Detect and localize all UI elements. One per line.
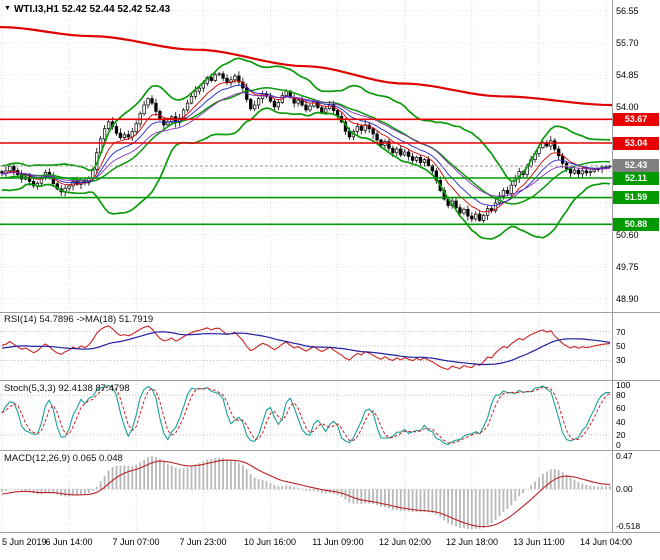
- rsi-axis-label: 50: [616, 341, 626, 351]
- candles-layer: [0, 71, 612, 223]
- rsi-line: [1, 325, 611, 371]
- bollinger-lower-line: [1, 107, 611, 240]
- price-level-badge: 52.11: [613, 172, 659, 185]
- price-level-badge: 51.59: [613, 191, 659, 204]
- price-axis-label: 50.60: [616, 230, 639, 240]
- grid-layer: [0, 0, 612, 532]
- stoch-axis-label: 100: [616, 380, 631, 390]
- macd-signal-line: [1, 459, 611, 528]
- bollinger-middle-line: [1, 86, 611, 205]
- pane-separators: [0, 0, 660, 533]
- symbol-ohlc-label: WTI.I3,H1 52.42 52.44 52.42 52.43: [13, 4, 171, 15]
- rsi-axis-label: 30: [616, 355, 626, 365]
- macd-axis-label: 0.47: [616, 451, 633, 461]
- price-level-badge: 53.67: [613, 113, 659, 126]
- price-axis-label: 49.75: [616, 262, 639, 272]
- overlay-indicators-layer: [0, 26, 612, 240]
- fast-ma-line: [1, 80, 611, 213]
- price-axis[interactable]: 56.55 55.70 54.85 54.00 50.60 49.75 48.90 53.67…: [612, 0, 660, 532]
- price-axis-label: 48.90: [616, 294, 639, 304]
- fast-ma-line: [1, 92, 611, 197]
- current-price-badge: 52.43: [613, 159, 659, 172]
- stoch-k-line: [1, 384, 611, 446]
- rsi-ma-line: [1, 331, 611, 366]
- price-axis-label: 54.85: [616, 70, 639, 80]
- stoch-axis-label: 20: [616, 430, 626, 440]
- stoch-axis-label: 40: [616, 417, 626, 427]
- macd-layer: [0, 456, 612, 530]
- price-level-badge: 53.04: [613, 137, 659, 150]
- fast-ma-line: [1, 84, 611, 207]
- price-axis-label: 54.00: [616, 102, 639, 112]
- time-axis[interactable]: 5 Jun 2019 6 Jun 14:00 7 Jun 07:00 7 Jun 23…: [0, 532, 660, 560]
- time-axis-label: 5 Jun 2019: [2, 537, 47, 547]
- levels-layer: [0, 118, 612, 226]
- time-axis-label: 10 Jun 16:00: [243, 537, 297, 547]
- time-axis-label: 7 Jun 07:00: [112, 537, 160, 547]
- stoch-axis-label: 60: [616, 403, 626, 413]
- price-axis-label: 55.70: [616, 38, 639, 48]
- time-axis-label: 7 Jun 23:00: [179, 537, 227, 547]
- stoch-axis-label: 0: [616, 440, 621, 450]
- macd-axis-label: 0.00: [616, 484, 633, 494]
- time-axis-label: 11 Jun 09:00: [312, 537, 364, 547]
- symbol-title-bar[interactable]: ▼ WTI.I3,H1 52.42 52.44 52.42 52.43: [4, 4, 170, 15]
- trend-ma-line: [0, 26, 612, 107]
- time-axis-label: 13 Jun 11:00: [513, 537, 565, 547]
- rsi-layer: [0, 325, 612, 371]
- price-axis-label: 56.55: [616, 6, 639, 16]
- rsi-axis-label: 70: [616, 327, 626, 337]
- stoch-axis-label: 80: [616, 390, 626, 400]
- chart-dropdown-icon[interactable]: ▼: [4, 5, 11, 12]
- stoch-layer: [0, 384, 612, 446]
- stoch-d-line: [1, 386, 611, 444]
- time-axis-label: 12 Jun 18:00: [445, 537, 499, 547]
- macd-axis-label: -0.518: [616, 521, 641, 531]
- time-axis-label: 14 Jun 04:00: [579, 537, 633, 547]
- time-axis-label: 6 Jun 14:00: [45, 537, 93, 547]
- bollinger-upper-line: [1, 57, 611, 183]
- time-axis-label: 12 Jun 02:00: [378, 537, 432, 547]
- price-level-badge: 50.88: [613, 218, 659, 231]
